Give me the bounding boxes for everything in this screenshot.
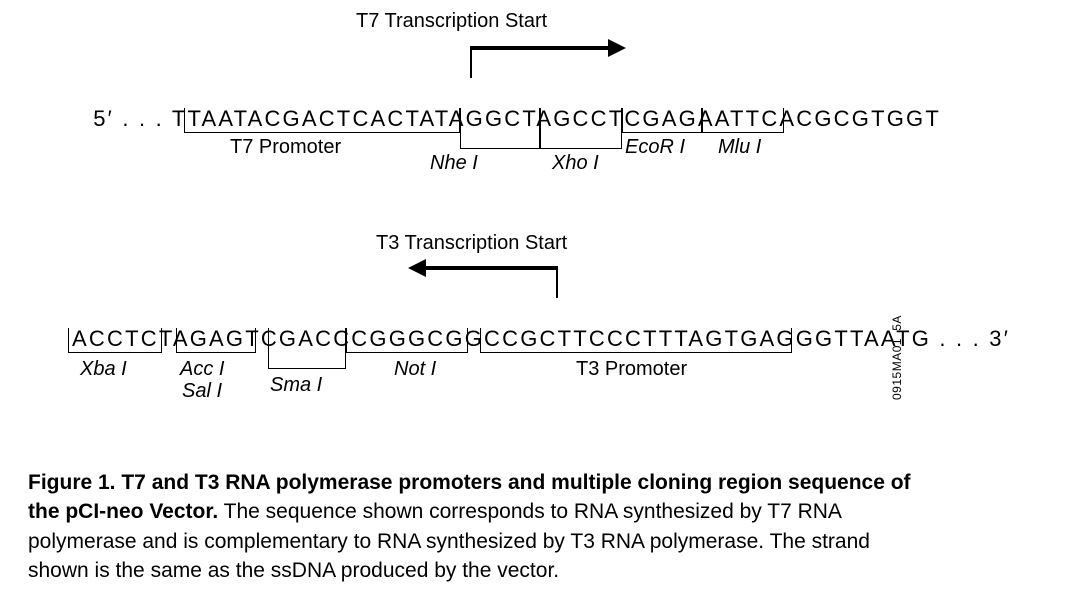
xba-bracket [68, 328, 162, 353]
t7-arrow-stem-v [470, 46, 472, 78]
t3-promoter-bracket [480, 328, 792, 353]
eco-site-label: EcoR I [625, 136, 685, 159]
sma-site-label: Sma I [270, 374, 322, 397]
sal-site-label: Sal I [182, 380, 222, 403]
t3-arrow-stem-h [426, 266, 558, 270]
t3-promoter-label: T3 Promoter [576, 358, 687, 381]
figure-caption: Figure 1. T7 and T3 RNA polymerase promo… [28, 468, 928, 586]
xho-bracket [540, 108, 622, 149]
top-sequence-prefix: 5′ . . . [93, 106, 172, 131]
t3-transcription-start-label: T3 Transcription Start [376, 232, 567, 255]
not-site-label: Not I [394, 358, 436, 381]
bottom-sequence-suffix: . . . 3′ [931, 326, 1010, 351]
t7-transcription-start-label: T7 Transcription Start [356, 10, 547, 33]
xba-site-label: Xba I [80, 358, 127, 381]
nhe-site-label: Nhe I [430, 152, 478, 175]
t7-arrow-stem-h [470, 46, 612, 50]
not-bracket [346, 328, 468, 353]
mlu-site-label: Mlu I [718, 136, 761, 159]
t7-promoter-bracket [184, 108, 460, 133]
side-code: 0915MA01_5A [890, 315, 904, 400]
t7-promoter-label: T7 Promoter [230, 136, 341, 159]
nhe-bracket [460, 108, 540, 149]
sma-bracket [268, 328, 346, 369]
figure-diagram: T7 Transcription Start 5′ . . . TTAATACG… [0, 0, 1087, 601]
t3-arrow-head [408, 259, 426, 277]
t7-arrow-head [608, 39, 626, 57]
xho-site-label: Xho I [552, 152, 599, 175]
t3-arrow-stem-v [556, 266, 558, 298]
acc-site-label: Acc I [180, 358, 224, 381]
mlu-bracket [702, 108, 784, 133]
eco-bracket [622, 108, 702, 133]
acc-sal-bracket [176, 328, 256, 353]
